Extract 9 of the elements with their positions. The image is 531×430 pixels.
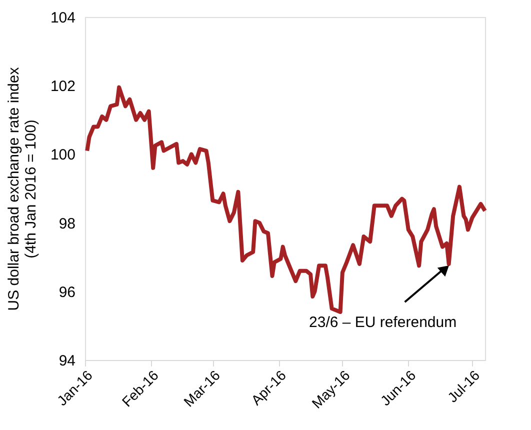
- y-tick-label: 102: [50, 78, 76, 96]
- y-tick-label: 96: [58, 284, 76, 301]
- line-series: [85, 85, 487, 314]
- y-axis-title: US dollar broad exchange rate index (4th Jan 2016 = 100): [5, 66, 40, 311]
- annotation: 23/6 – EU referendum: [309, 314, 457, 331]
- y-tick-label: 98: [58, 215, 76, 232]
- y-tick-label: 100: [50, 146, 76, 164]
- y-tick-label: 94: [58, 352, 76, 370]
- y-tick-label: 104: [50, 10, 76, 26]
